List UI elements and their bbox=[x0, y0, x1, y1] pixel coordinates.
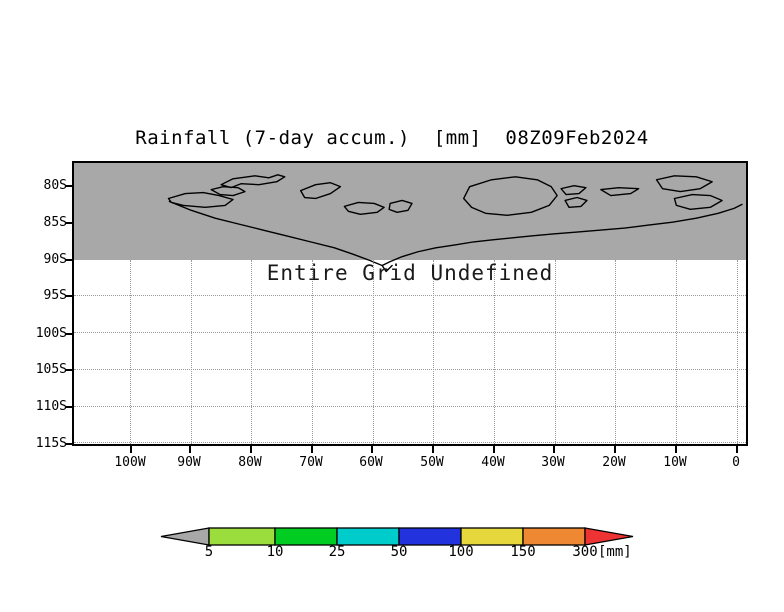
colorbar-tick-label: 50 bbox=[390, 544, 408, 560]
x-axis-tick bbox=[130, 446, 132, 453]
y-axis-label: 115S bbox=[35, 436, 67, 451]
colorbar-band-50-100 bbox=[398, 527, 462, 546]
map-plot-area[interactable]: Entire Grid Undefined bbox=[72, 161, 748, 446]
x-axis-tick bbox=[553, 446, 555, 453]
y-axis-tick bbox=[65, 295, 72, 297]
colorbar-tick-label: 150 bbox=[510, 544, 536, 560]
y-axis-label: 110S bbox=[35, 399, 67, 414]
gridline-vertical bbox=[312, 259, 313, 444]
antarctica-land-fill bbox=[74, 163, 746, 260]
x-axis-label: 20W bbox=[602, 455, 626, 470]
x-axis-label: 0 bbox=[732, 455, 740, 470]
x-axis-tick bbox=[736, 446, 738, 453]
page-title: Rainfall (7-day accum.) [mm] 08Z09Feb202… bbox=[135, 127, 649, 149]
x-axis-tick bbox=[250, 446, 252, 453]
x-axis-label: 30W bbox=[541, 455, 565, 470]
gridline-vertical bbox=[555, 259, 556, 444]
colorbar-tick-label: 25 bbox=[328, 544, 346, 560]
gridline-horizontal bbox=[74, 442, 746, 443]
y-axis-tick bbox=[65, 185, 72, 187]
colorbar-band-underflow bbox=[160, 527, 210, 546]
y-axis-tick bbox=[65, 369, 72, 371]
gridline-vertical bbox=[373, 259, 374, 444]
gridline-horizontal bbox=[74, 332, 746, 333]
x-axis-label: 100W bbox=[114, 455, 146, 470]
colorbar-tick-label: 10 bbox=[266, 544, 284, 560]
gridline-vertical bbox=[737, 259, 738, 444]
gridline-horizontal bbox=[74, 369, 746, 370]
gridline-horizontal bbox=[74, 295, 746, 296]
colorbar-band-5-10 bbox=[208, 527, 276, 546]
gridline-vertical bbox=[494, 259, 495, 444]
x-axis-tick bbox=[614, 446, 616, 453]
colorbar-band-150-300 bbox=[522, 527, 586, 546]
y-axis-tick bbox=[65, 222, 72, 224]
undefined-grid-message: Entire Grid Undefined bbox=[266, 261, 554, 285]
colorbar-band-25-50 bbox=[336, 527, 400, 546]
x-axis-label: 60W bbox=[359, 455, 383, 470]
y-axis-tick bbox=[65, 443, 72, 445]
x-axis-label: 50W bbox=[420, 455, 444, 470]
y-axis-tick bbox=[65, 333, 72, 335]
gridline-vertical bbox=[130, 259, 131, 444]
y-axis-label: 95S bbox=[43, 288, 67, 303]
x-axis-tick bbox=[189, 446, 191, 453]
colorbar-band-10-25 bbox=[274, 527, 338, 546]
colorbar-tick-label: 300 bbox=[572, 544, 598, 560]
y-axis-label: 105S bbox=[35, 362, 67, 377]
colorbar-band-overflow bbox=[584, 527, 634, 546]
x-axis-tick bbox=[371, 446, 373, 453]
y-axis-tick bbox=[65, 406, 72, 408]
x-axis-tick bbox=[432, 446, 434, 453]
gridline-horizontal bbox=[74, 406, 746, 407]
colorbar-tick-label: 100 bbox=[448, 544, 474, 560]
gridline-vertical bbox=[251, 259, 252, 444]
x-axis-tick bbox=[311, 446, 313, 453]
gridline-vertical bbox=[433, 259, 434, 444]
gridline-vertical bbox=[676, 259, 677, 444]
x-axis-label: 90W bbox=[177, 455, 201, 470]
colorbar-band-100-150 bbox=[460, 527, 524, 546]
colorbar-unit-label: [mm] bbox=[598, 544, 632, 560]
y-axis-label: 85S bbox=[43, 215, 67, 230]
y-axis-label: 100S bbox=[35, 326, 67, 341]
colorbar-tick-label: 5 bbox=[204, 544, 214, 560]
y-axis-tick bbox=[65, 259, 72, 261]
y-axis-label: 80S bbox=[43, 178, 67, 193]
x-axis-label: 80W bbox=[238, 455, 262, 470]
y-axis-label: 90S bbox=[43, 252, 67, 267]
gridline-vertical bbox=[615, 259, 616, 444]
gridline-vertical bbox=[191, 259, 192, 444]
x-axis-label: 40W bbox=[481, 455, 505, 470]
x-axis-label: 70W bbox=[299, 455, 323, 470]
x-axis-tick bbox=[675, 446, 677, 453]
x-axis-label: 10W bbox=[663, 455, 687, 470]
x-axis-tick bbox=[493, 446, 495, 453]
